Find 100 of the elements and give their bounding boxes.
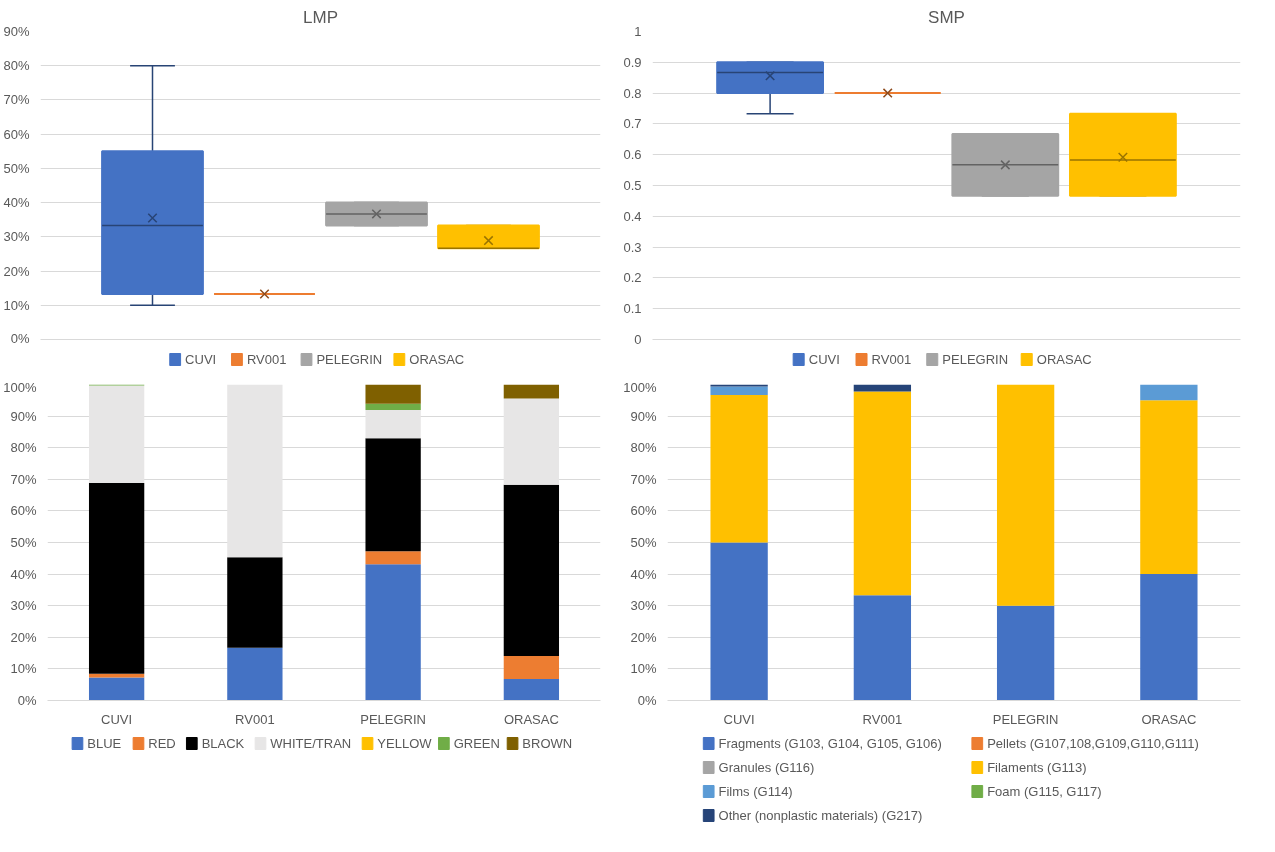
y-tick-label: 90%: [3, 24, 30, 39]
legend-label: CUVI: [185, 352, 217, 367]
y-tick-label: 0.5: [623, 178, 642, 193]
bar: [365, 551, 421, 565]
legend-label: BROWN: [522, 736, 573, 751]
bar: [710, 542, 768, 701]
y-tick-label: 10%: [630, 661, 657, 677]
y-tick-label: 10%: [3, 297, 30, 313]
y-tick-label: 80%: [630, 440, 657, 456]
x-tick-label: ORASAC: [1141, 711, 1197, 727]
bar: [365, 438, 421, 552]
y-tick-label: 20%: [3, 263, 30, 279]
y-tick-label: 90%: [10, 408, 37, 424]
y-tick-label: 0.9: [623, 54, 642, 70]
y-tick-label: 0.7: [623, 116, 642, 132]
y-tick-label: 10%: [10, 661, 37, 677]
legend-label: ORASAC: [1036, 352, 1092, 367]
y-tick-label: 60%: [630, 503, 657, 519]
bar: [365, 384, 421, 404]
y-tick-label: 20%: [630, 629, 657, 645]
x-tick-label: RV001: [235, 711, 275, 727]
x-tick-label: ORASAC: [503, 711, 559, 727]
y-tick-label: 20%: [10, 629, 37, 645]
y-tick-label: 0.2: [623, 270, 642, 286]
y-tick-label: 50%: [630, 535, 657, 550]
chart-title: SMP: [928, 7, 965, 27]
legend-label: PELEGRIN: [942, 352, 1009, 367]
y-tick-label: 80%: [3, 58, 30, 74]
y-tick-label: 30%: [10, 598, 37, 614]
y-tick-label: 40%: [630, 566, 657, 582]
y-tick-label: 30%: [3, 229, 30, 245]
bar: [503, 384, 560, 399]
bar: [365, 410, 421, 439]
y-tick-label: 60%: [10, 503, 37, 519]
bar: [227, 647, 283, 701]
y-tick-label: 50%: [10, 535, 37, 550]
y-tick-label: 0: [634, 332, 642, 347]
bar: [88, 677, 145, 701]
x-tick-label: CUVI: [101, 711, 133, 727]
legend-label: Granules (G116): [718, 760, 815, 775]
y-tick-label: 100%: [623, 379, 657, 395]
legend-label: Pellets (G107,108,G109,G110,G111): [987, 736, 1199, 751]
legend-label: RED: [148, 736, 176, 751]
legend-label: Films (G114): [718, 784, 793, 799]
legend-label: Fragments (G103, G104, G105, G106): [718, 736, 942, 751]
y-tick-label: 70%: [630, 471, 657, 487]
legend-label: Foam (G115, G117): [987, 784, 1102, 799]
bar: [853, 391, 912, 596]
bar: [996, 605, 1055, 701]
legend-label: GREEN: [453, 736, 500, 751]
bar: [365, 564, 421, 701]
x-tick-label: PELEGRIN: [992, 711, 1059, 727]
y-tick-label: 90%: [630, 408, 657, 424]
y-tick-label: 100%: [3, 379, 37, 395]
bar: [996, 384, 1055, 606]
y-tick-label: 70%: [3, 92, 30, 108]
x-tick-label: RV001: [862, 711, 903, 727]
y-tick-label: 0.1: [623, 301, 642, 317]
y-tick-label: 40%: [10, 566, 37, 582]
legend-label: Filaments (G113): [987, 760, 1087, 775]
y-tick-label: 0%: [637, 693, 657, 708]
bar: [503, 398, 560, 485]
y-tick-label: 0.3: [623, 239, 642, 255]
bar: [1140, 384, 1198, 401]
bar: [88, 385, 145, 484]
legend-label: WHITE/TRAN: [270, 736, 352, 751]
bar: [710, 386, 768, 395]
y-tick-label: 40%: [3, 195, 30, 211]
y-tick-label: 0.6: [623, 147, 642, 163]
legend-label: BLACK: [201, 736, 245, 751]
bar: [503, 484, 560, 656]
bar: [1140, 400, 1198, 575]
y-tick-label: 1: [634, 24, 642, 39]
y-tick-label: 60%: [3, 126, 30, 142]
legend-label: PELEGRIN: [316, 352, 383, 367]
chart-title: LMP: [303, 7, 338, 27]
bar: [503, 679, 560, 701]
y-tick-label: 30%: [630, 598, 657, 614]
legend-label: Other (nonplastic materials) (G217): [718, 808, 923, 823]
bar: [710, 394, 768, 543]
y-tick-label: 0%: [10, 330, 30, 346]
bar: [365, 403, 421, 411]
y-tick-label: 0.8: [623, 85, 642, 101]
legend-label: YELLOW: [377, 736, 433, 751]
legend-label: BLUE: [87, 736, 122, 751]
bar: [1140, 574, 1198, 701]
bar: [88, 483, 145, 674]
bar: [853, 595, 912, 701]
y-tick-label: 0.4: [623, 208, 642, 224]
y-tick-label: 0%: [17, 693, 37, 708]
y-tick-label: 50%: [3, 160, 30, 176]
legend-label: RV001: [246, 352, 287, 367]
legend-label: ORASAC: [409, 352, 465, 367]
x-tick-label: CUVI: [723, 711, 755, 727]
bar: [227, 384, 283, 558]
x-tick-label: PELEGRIN: [360, 711, 426, 727]
bar: [227, 557, 283, 648]
legend-label: RV001: [871, 352, 912, 367]
y-tick-label: 70%: [10, 471, 37, 487]
bar: [503, 655, 560, 680]
